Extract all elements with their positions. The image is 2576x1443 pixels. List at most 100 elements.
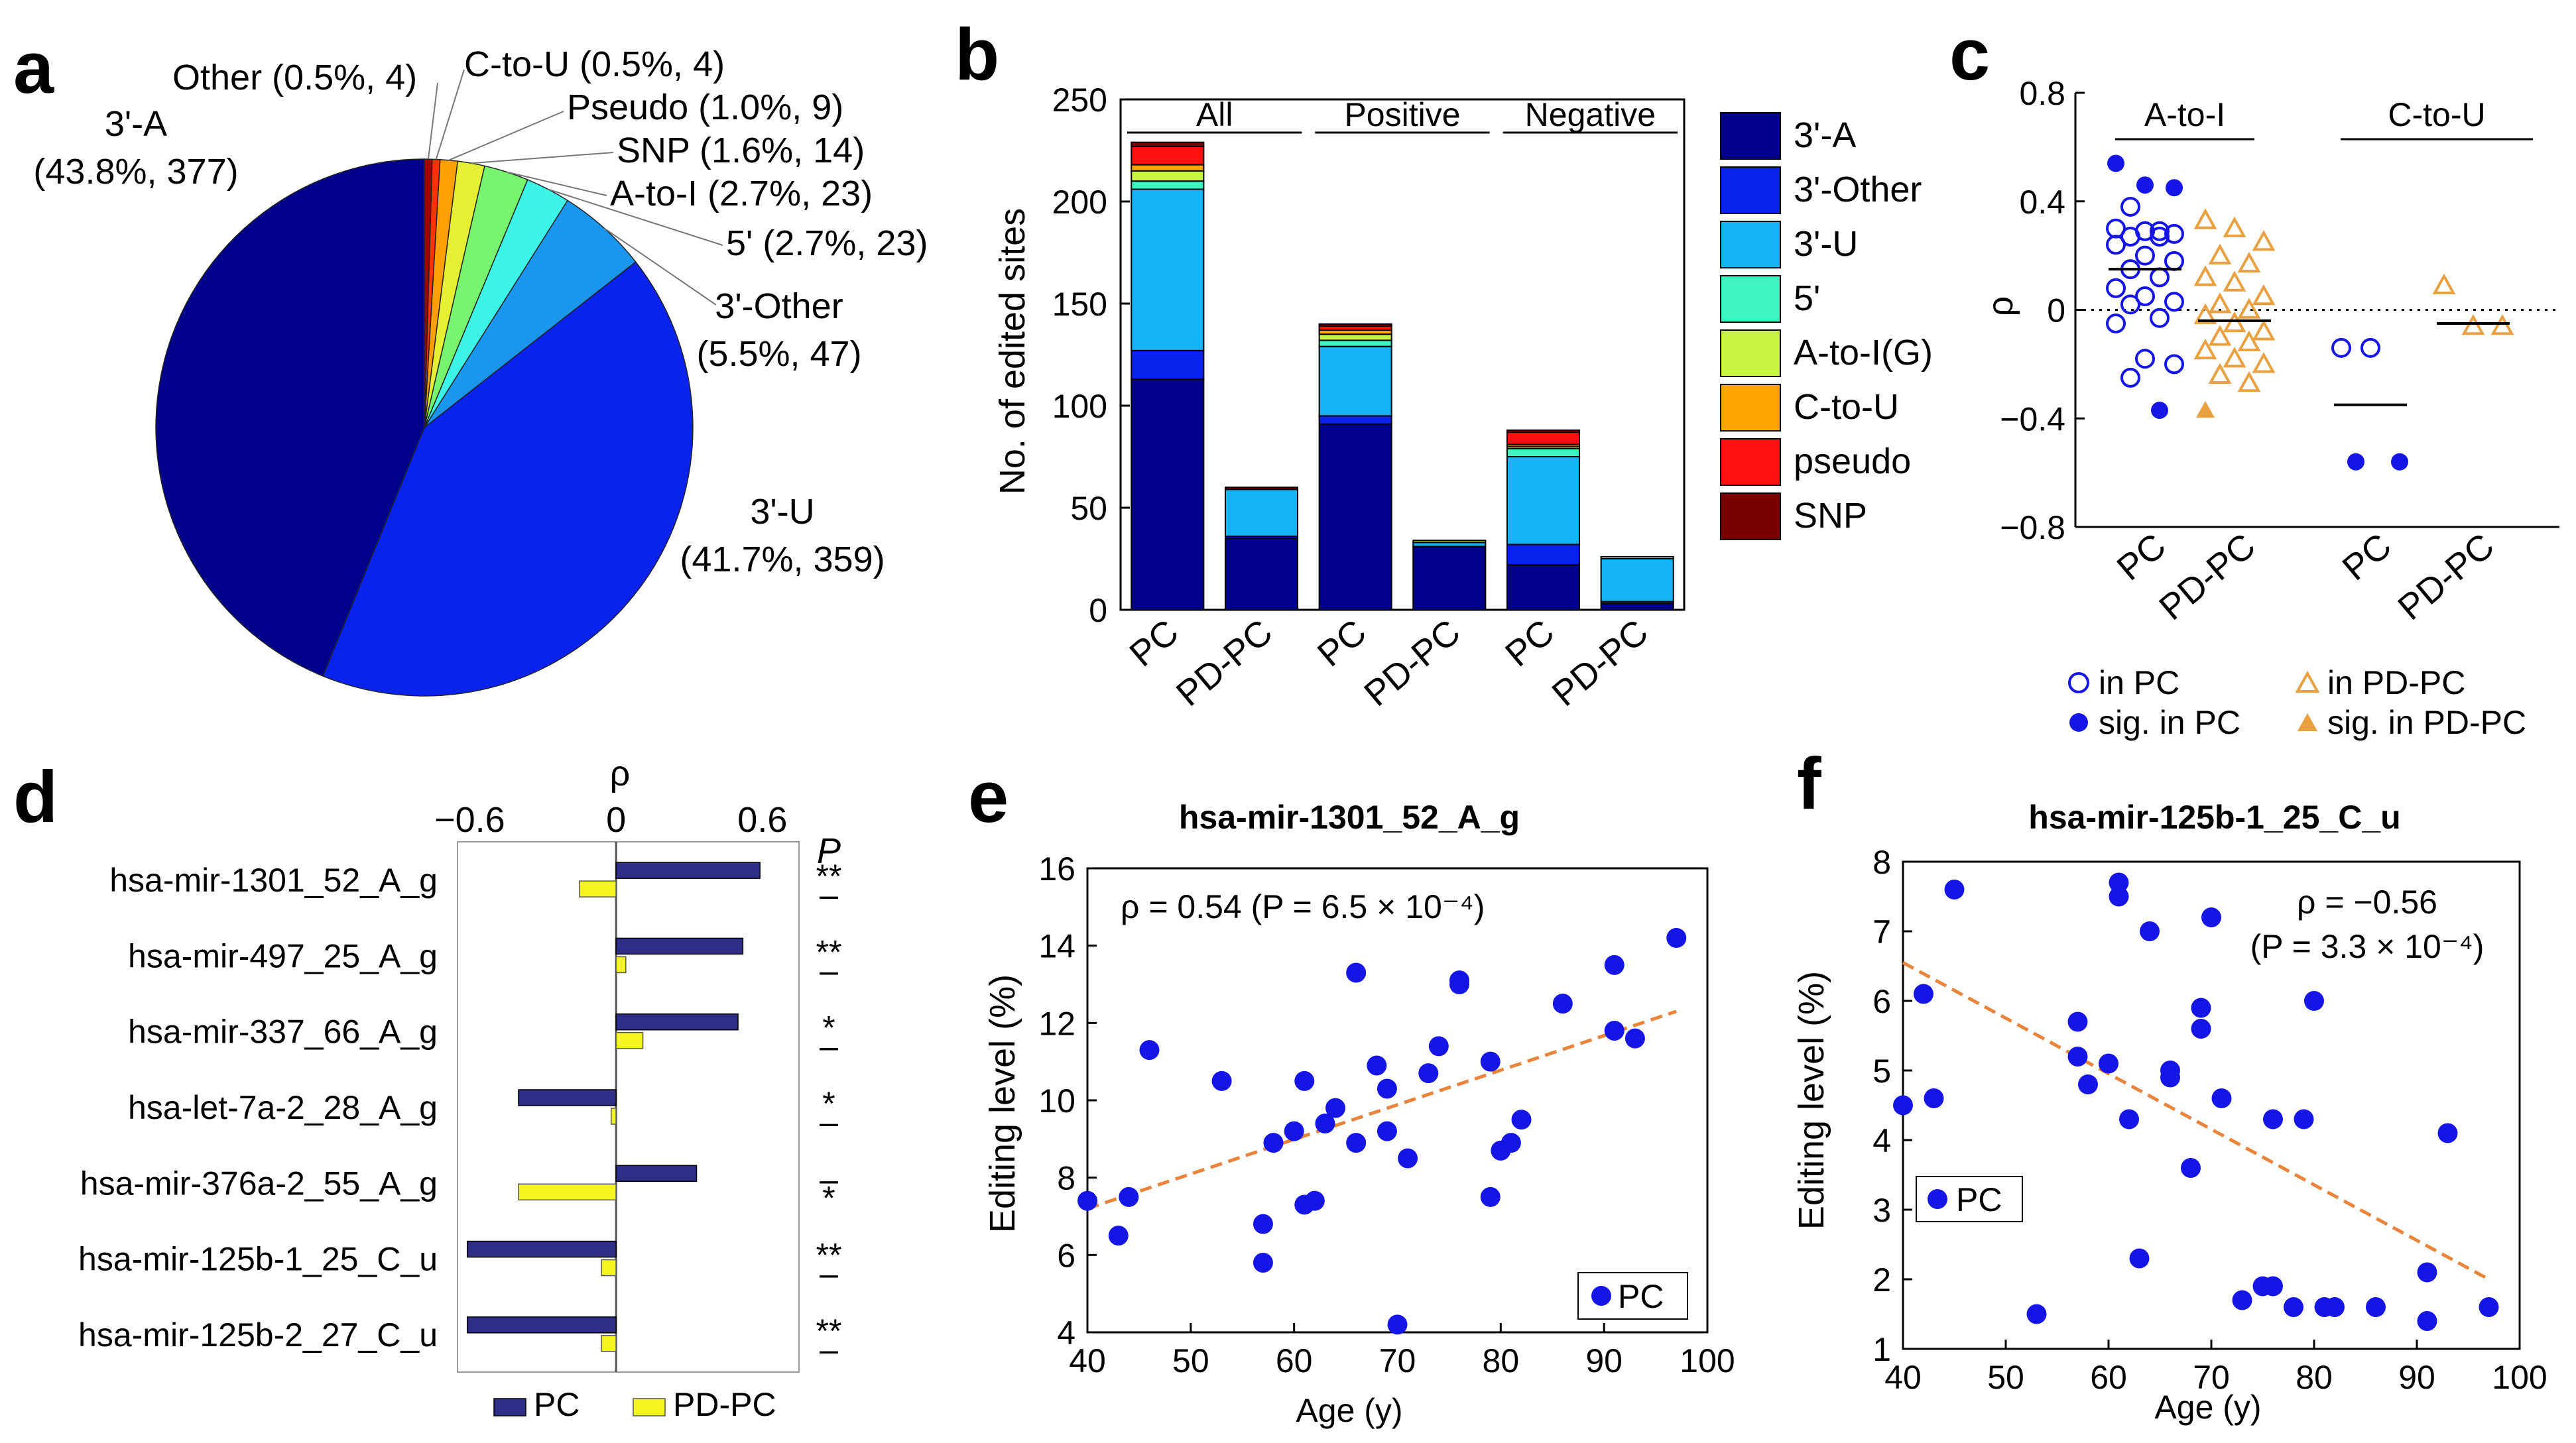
- c-point-pdpc: [2223, 270, 2246, 292]
- b-x-tick-label: PC: [1498, 612, 1562, 674]
- c-point-pc: [2361, 337, 2380, 358]
- b-bar-segment: [1131, 188, 1205, 351]
- e-data-point: [1511, 1110, 1532, 1130]
- pie-label-count: (41.7%, 359): [680, 540, 885, 579]
- e-data-point: [1077, 1190, 1097, 1211]
- f-y-axis-label: Editing level (%): [1792, 971, 1831, 1230]
- panel-label-f: f: [1797, 743, 1821, 825]
- pie-label: 3'-U: [750, 492, 814, 532]
- d-category-label: hsa-let-7a-2_28_A_g: [128, 1089, 438, 1126]
- c-point-pc: [2164, 292, 2184, 312]
- f-data-point: [2263, 1276, 2283, 1297]
- f-annotation-p: (P = 3.3 × 10⁻⁴): [2250, 928, 2484, 965]
- e-data-point: [1346, 1133, 1367, 1153]
- f-data-point: [2294, 1109, 2314, 1129]
- e-y-tick-label: 10: [1038, 1082, 1075, 1120]
- pie-leader-line: [448, 111, 564, 161]
- d-x-tick-label: −0.6: [434, 800, 505, 840]
- panel-label-a: a: [13, 27, 54, 109]
- d-bar-pc: [615, 937, 744, 955]
- b-bar-segment: [1131, 170, 1205, 182]
- d-bar-pc: [518, 1089, 617, 1106]
- d-p-significance-top: **: [816, 1312, 842, 1350]
- d-p-significance-top: **: [816, 1237, 842, 1274]
- d-bar-pc: [615, 862, 761, 879]
- c-point-sig-pc: [2347, 453, 2364, 471]
- panel-label-d: d: [13, 756, 58, 838]
- b-group-label: Positive: [1344, 96, 1460, 133]
- d-p-significance-bottom: *: [822, 1179, 835, 1216]
- c-point-pc: [2120, 294, 2140, 315]
- d-legend-label: PC: [534, 1386, 580, 1423]
- f-data-point: [2119, 1109, 2139, 1129]
- b-x-tick-label: PD-PC: [1169, 612, 1280, 714]
- b-bar-segment: [1224, 487, 1299, 491]
- b-legend-label: SNP: [1794, 496, 1867, 536]
- d-p-significance-bottom: –: [820, 1331, 838, 1368]
- c-point-pdpc: [2252, 319, 2276, 341]
- e-data-point: [1119, 1186, 1139, 1207]
- d-bar-pdpc: [601, 1335, 617, 1352]
- pie-slice: [424, 158, 433, 428]
- pie-leader-line: [548, 188, 723, 246]
- c-legend: in PC in PD-PC sig. in PC sig. in PD-PC: [2068, 664, 2526, 741]
- c-legend-open-triangle: [2295, 670, 2320, 693]
- c-group-label: C-to-U: [2388, 96, 2485, 133]
- e-y-tick-label: 16: [1038, 850, 1075, 888]
- b-legend-label: 3'-A: [1794, 115, 1856, 155]
- e-y-tick-label: 14: [1038, 928, 1075, 965]
- panel-a: a 3'-A (43.8%, 377) 3'-U (41.7%, 359) 3'-Oth…: [13, 27, 928, 697]
- b-legend-label: 5': [1794, 278, 1820, 318]
- pie-label: 3'-A: [105, 104, 167, 144]
- f-x-tick-label: 100: [2492, 1359, 2547, 1396]
- pie-label: SNP (1.6%, 14): [617, 131, 865, 170]
- b-bar-segment: [1318, 333, 1392, 341]
- f-data-point: [2211, 1088, 2232, 1108]
- c-point-pdpc: [2193, 338, 2217, 360]
- b-legend-label: 3'-U: [1794, 224, 1858, 264]
- b-bar-segment: [1412, 546, 1487, 611]
- f-x-tick-label: 70: [2193, 1359, 2230, 1396]
- e-data-point: [1501, 1133, 1521, 1153]
- b-bar-segment: [1131, 378, 1205, 611]
- c-point-pc: [2135, 286, 2155, 307]
- e-legend-marker: [1591, 1286, 1611, 1306]
- f-data-point: [2417, 1262, 2437, 1283]
- pie-label: A-to-I (2.7%, 23): [610, 174, 873, 213]
- d-category-label: hsa-mir-1301_52_A_g: [109, 862, 438, 899]
- c-point-pdpc: [2237, 251, 2261, 273]
- c-point-pc: [2106, 278, 2126, 298]
- b-x-tick-label: PC: [1310, 612, 1374, 674]
- e-data-point: [1449, 974, 1469, 994]
- f-data-point: [2201, 907, 2221, 927]
- c-point-pc: [2150, 267, 2170, 288]
- c-x-tick-label: PC: [2110, 526, 2174, 588]
- c-point-pc: [2150, 308, 2170, 328]
- e-data-point: [1211, 1070, 1232, 1091]
- b-legend-label: pseudo: [1794, 441, 1911, 481]
- b-bar-segment: [1131, 141, 1205, 147]
- d-p-significance-top: **: [816, 933, 842, 970]
- pie-label: Pseudo (1.0%, 9): [567, 87, 843, 127]
- e-x-tick-label: 100: [1680, 1342, 1735, 1379]
- d-axes-box: [457, 841, 800, 1373]
- pie-label-count: (5.5%, 47): [696, 334, 861, 374]
- c-point-sig-pc: [2107, 154, 2124, 172]
- c-point-pc: [2150, 221, 2170, 241]
- c-point-sig-pdpc: [2196, 400, 2215, 418]
- e-data-point: [1666, 928, 1687, 948]
- b-x-tick-label: PD-PC: [1357, 612, 1467, 714]
- c-point-sig-pc: [2151, 401, 2168, 419]
- pie-leader-line: [603, 227, 717, 306]
- f-legend-box: [1916, 1176, 2023, 1222]
- d-category-label: hsa-mir-337_66_A_g: [128, 1013, 438, 1051]
- f-data-point: [2366, 1297, 2386, 1317]
- d-bar-pc: [466, 1240, 617, 1258]
- f-data-point: [2325, 1297, 2345, 1317]
- pie-leader-line: [506, 171, 607, 196]
- f-y-tick-label: 2: [1872, 1261, 1891, 1299]
- c-point-pdpc: [2223, 216, 2246, 237]
- c-point-pc: [2120, 367, 2140, 388]
